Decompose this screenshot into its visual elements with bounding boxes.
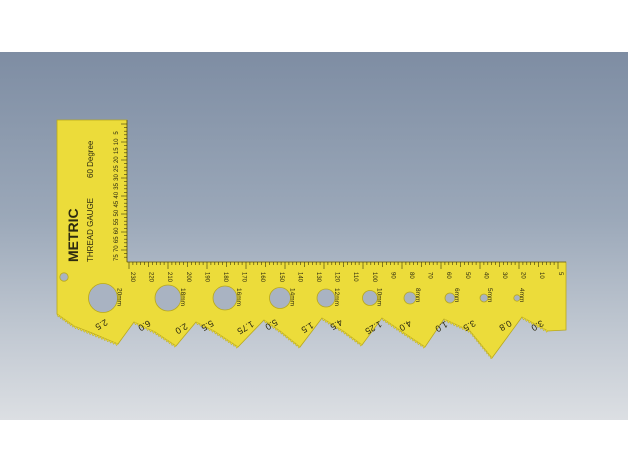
horizontal-scale-label: 180 xyxy=(222,272,228,283)
thread-gauge-model[interactable]: 230 220 210 200 190 180 170 160 150 140 130 120 110 1… xyxy=(0,52,628,420)
vertical-scale-label: 35 xyxy=(114,182,120,189)
thread-tooth-row xyxy=(56,313,75,328)
horizontal-scale-label: 20 xyxy=(520,272,526,279)
thread-tooth-row xyxy=(133,321,156,334)
horizontal-scale-label: 60 xyxy=(445,272,451,279)
gauge-title: METRIC xyxy=(65,208,81,262)
hole-size-label: 6mm xyxy=(453,288,460,302)
thread-teeth xyxy=(56,313,549,360)
drill-hole xyxy=(479,293,489,303)
hole-size-label: 18mm xyxy=(179,288,186,306)
gauge-subtitle: THREAD GAUGE xyxy=(86,198,95,262)
horizontal-scale-label: 120 xyxy=(334,272,340,283)
horizontal-scale-label: 130 xyxy=(315,272,321,283)
hole-size-label: 10mm xyxy=(376,288,383,306)
horizontal-scale-label: 210 xyxy=(166,272,172,283)
thread-tooth-row xyxy=(73,325,119,347)
drill-holes: 20mm 18mm 16mm 14mm 12mm 10mm 8mm 6mm 5mm 4mm xyxy=(88,283,525,313)
thread-tooth-row xyxy=(279,330,301,349)
horizontal-scale-ticks xyxy=(128,262,559,269)
vertical-scale-ticks xyxy=(121,120,128,262)
horizontal-scale-label: 190 xyxy=(203,272,209,283)
thread-tooth-row xyxy=(195,321,215,333)
3d-viewport[interactable]: 230 220 210 200 190 180 170 160 150 140 130 120 110 1… xyxy=(0,52,628,420)
horizontal-scale-label: 40 xyxy=(482,272,488,279)
horizontal-scale-label: 110 xyxy=(352,272,358,282)
hanging-hole xyxy=(59,272,69,282)
horizontal-scale-label: 10 xyxy=(538,272,544,279)
hole-size-label: 12mm xyxy=(333,288,340,306)
hole-size-label: 4mm xyxy=(518,288,525,302)
vertical-scale-label: 55 xyxy=(114,218,120,225)
thread-tooth-row xyxy=(521,316,549,333)
thread-tooth-row xyxy=(469,330,493,360)
vertical-scale-label: 40 xyxy=(114,191,120,198)
hole-size-label: 20mm xyxy=(116,288,123,306)
angle-label: 60 Degree xyxy=(86,140,95,178)
drill-hole xyxy=(154,284,182,312)
vertical-scale-label: 25 xyxy=(114,165,120,172)
drill-hole xyxy=(403,291,417,305)
vertical-scale-label: 5 xyxy=(114,131,120,135)
thread-tooth-row xyxy=(154,331,177,348)
vertical-scale-label: 20 xyxy=(114,156,120,163)
drill-hole xyxy=(212,285,238,311)
horizontal-scale-label: 230 xyxy=(129,272,135,283)
horizontal-scale-label: 30 xyxy=(501,272,507,279)
vertical-scale-label: 75 xyxy=(114,254,120,261)
thread-tooth-row xyxy=(342,330,363,347)
horizontal-scale-label: 90 xyxy=(389,272,395,279)
drill-hole xyxy=(88,283,118,313)
horizontal-scale-label: 220 xyxy=(148,272,154,283)
vertical-scale-label: 45 xyxy=(114,200,120,207)
horizontal-scale-label: 5 xyxy=(557,272,563,276)
thread-tooth-row xyxy=(381,317,402,333)
horizontal-scale-label: 150 xyxy=(278,272,284,283)
hole-size-label: 16mm xyxy=(235,288,242,306)
drill-hole xyxy=(362,290,378,306)
thread-tooth-row xyxy=(321,317,344,333)
horizontal-scale-label: 170 xyxy=(241,272,247,283)
horizontal-scale-label: 100 xyxy=(371,272,377,283)
thread-tooth-row xyxy=(213,330,239,349)
drill-hole xyxy=(316,288,336,308)
horizontal-scale-label: 50 xyxy=(464,272,470,279)
horizontal-scale-label: 200 xyxy=(185,272,191,283)
hole-size-label: 8mm xyxy=(414,288,421,302)
thread-tooth-row xyxy=(400,330,426,349)
horizontal-scale-label: 70 xyxy=(427,272,433,279)
drill-hole xyxy=(513,294,521,302)
vertical-scale-label: 10 xyxy=(114,138,120,145)
thread-tooth-row xyxy=(443,318,471,333)
vertical-scale-label: 30 xyxy=(114,174,120,181)
drill-hole xyxy=(269,287,291,309)
vertical-scale-label: 65 xyxy=(114,236,120,243)
hole-size-label: 5mm xyxy=(486,288,493,302)
horizontal-scale-label: 80 xyxy=(408,272,414,279)
horizontal-scale-labels: 230 220 210 200 190 180 170 160 150 140 130 120 110 1… xyxy=(129,272,563,283)
vertical-scale-label: 50 xyxy=(114,209,120,216)
horizontal-scale-label: 160 xyxy=(259,272,265,283)
thread-tooth-row xyxy=(263,319,281,333)
vertical-scale-label: 15 xyxy=(114,147,120,154)
vertical-scale-label: 60 xyxy=(114,227,120,234)
hole-size-label: 14mm xyxy=(289,288,296,306)
vertical-scale-label: 70 xyxy=(114,245,120,252)
drill-hole xyxy=(444,292,456,304)
horizontal-scale-label: 140 xyxy=(296,272,302,283)
